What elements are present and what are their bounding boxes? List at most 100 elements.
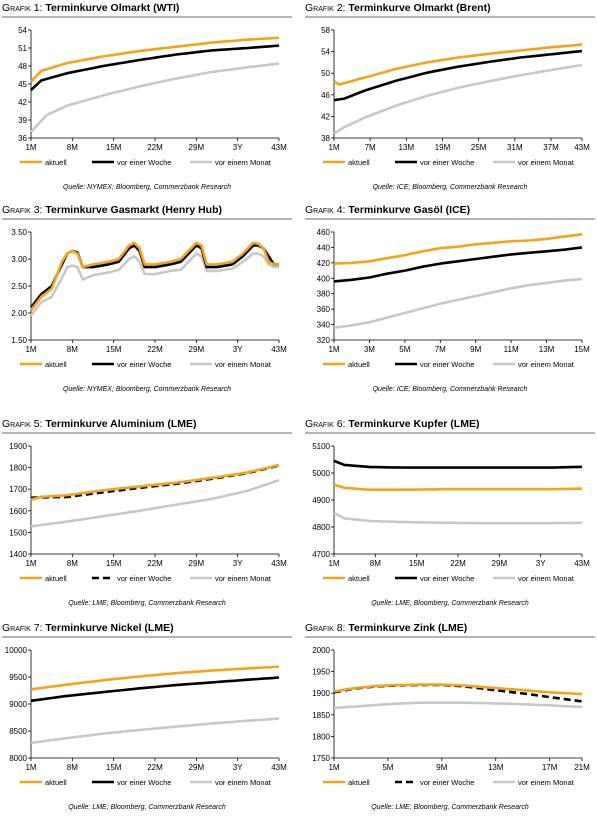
x-tick-label: 5M: [382, 763, 393, 772]
legend-label-aktuell: aktuell: [348, 574, 370, 583]
x-tick-label: 43M: [574, 559, 590, 568]
line-chart: 38 42 46 50 54 58 1M 7M 13M 19M 25M 31M 37M 43M aktuel…: [321, 26, 590, 167]
grafik-label: Grafik 7:: [2, 622, 43, 634]
y-tick-label: 45: [18, 80, 27, 89]
x-tick-label: 43M: [271, 345, 287, 354]
y-tick-label: 48: [18, 62, 27, 71]
series-line-aktuell: [30, 665, 280, 691]
x-tick-label: 22M: [147, 763, 163, 772]
legend-label-woche: vor einer Woche: [117, 360, 171, 369]
x-tick-label: 3Y: [233, 345, 243, 354]
y-tick-label: 36: [18, 134, 27, 143]
y-tick-label: 54: [321, 48, 330, 57]
line-chart: 1.50 2.00 2.50 3.00 3.50 1M 8M 15M 22M 29M 3Y 43M ak…: [11, 228, 287, 369]
legend-label-aktuell: aktuell: [348, 360, 370, 369]
legend-label-woche: vor einer Woche: [117, 574, 171, 583]
line-chart: 36 39 42 45 48 51 54 1M 8M 15M 22M 29M 3Y 43M aktuell v…: [18, 26, 287, 167]
legend-label-aktuell: aktuell: [348, 158, 370, 167]
legend-label-aktuell: aktuell: [348, 778, 370, 787]
x-tick-label: 1M: [328, 559, 339, 568]
y-tick-label: 50: [321, 69, 330, 78]
y-tick-label: 440: [317, 243, 331, 252]
chart-title: Grafik 1: Terminkurve Olmarkt (WTI): [2, 2, 292, 18]
title-rule: [2, 636, 292, 638]
y-tick-label: 51: [18, 44, 27, 53]
y-tick-label: 5000: [312, 469, 330, 478]
x-tick-label: 17M: [542, 763, 558, 772]
legend-label-aktuell: aktuell: [45, 778, 67, 787]
grafik-label: Grafik 1:: [2, 2, 43, 14]
y-tick-label: 54: [18, 26, 27, 35]
y-tick-label: 360: [317, 305, 331, 314]
y-tick-label: 1800: [9, 464, 27, 473]
y-tick-label: 1400: [9, 550, 27, 559]
legend-label-monat: vor einem Monat: [215, 778, 272, 787]
x-tick-label: 15M: [106, 143, 122, 152]
x-tick-label: 1M: [25, 559, 36, 568]
y-tick-label: 1800: [312, 732, 330, 741]
chart-panel-1: Grafik 1: Terminkurve Olmarkt (WTI) 36 39…: [2, 2, 292, 202]
grafik-label: Grafik 3:: [2, 204, 43, 216]
chart-source: Quelle: LME; Bloomberg, Commerzbank Rese…: [371, 804, 529, 811]
x-tick-label: 3Y: [233, 143, 243, 152]
series-line-monat: [333, 511, 583, 525]
line-chart: 8000 8500 9000 9500 10000 1M 8M 15M 22M 29M 3Y 43M a…: [5, 646, 287, 787]
chart-panel-4: Grafik 4: Terminkurve Gasöl (ICE) 320 340…: [305, 204, 595, 404]
grafik-label: Grafik 8:: [305, 622, 346, 634]
chart-panel-2: Grafik 2: Terminkurve Olmarkt (Brent) 38…: [305, 2, 595, 202]
x-tick-label: 3Y: [233, 559, 243, 568]
chart-source: Quelle: ICE; Bloomberg, Commerzbank Rese…: [372, 386, 528, 393]
x-tick-label: 8M: [67, 763, 78, 772]
series-line-monat: [30, 62, 280, 133]
y-tick-label: 320: [317, 336, 331, 345]
legend-label-monat: vor einem Monat: [518, 574, 575, 583]
chart-title: Grafik 2: Terminkurve Olmarkt (Brent): [305, 2, 595, 18]
y-tick-label: 1700: [9, 485, 27, 494]
legend-label-monat: vor einem Monat: [215, 158, 272, 167]
y-tick-label: 3.00: [11, 255, 27, 264]
legend-label-woche: vor einer Woche: [420, 574, 474, 583]
chart-source: Quelle: ICE; Bloomberg, Commerzbank Rese…: [372, 184, 528, 191]
y-tick-label: 1.50: [11, 336, 27, 345]
series-line-monat: [29, 252, 279, 317]
x-tick-label: 29M: [492, 559, 508, 568]
legend-label-monat: vor einem Monat: [215, 360, 272, 369]
x-tick-label: 1M: [328, 345, 339, 354]
chart-title-text: Terminkurve Zink (LME): [348, 622, 468, 634]
series-line-monat: [30, 717, 280, 745]
y-tick-label: 8000: [9, 754, 27, 763]
chart-title-text: Terminkurve Olmarkt (WTI): [45, 2, 180, 14]
legend-label-monat: vor einem Monat: [518, 158, 575, 167]
y-tick-label: 1900: [9, 442, 27, 451]
y-tick-label: 380: [317, 290, 331, 299]
y-tick-label: 1850: [312, 711, 330, 720]
x-tick-label: 22M: [147, 345, 163, 354]
y-tick-label: 42: [321, 112, 330, 121]
chart-title: Grafik 3: Terminkurve Gasmarkt (Henry Hu…: [2, 204, 292, 220]
x-tick-label: 15M: [409, 559, 425, 568]
chart-panel-7: Grafik 7: Terminkurve Nickel (LME) 8000 8…: [2, 622, 292, 822]
x-tick-label: 22M: [450, 559, 466, 568]
series-line-aktuell: [333, 233, 583, 265]
grafik-label: Grafik 2:: [305, 2, 346, 14]
chart-panel-5: Grafik 5: Terminkurve Aluminium (LME) 14…: [2, 418, 292, 618]
chart-title-text: Terminkurve Gasöl (ICE): [348, 204, 471, 216]
x-tick-label: 29M: [189, 763, 205, 772]
grafik-label: Grafik 5:: [2, 418, 43, 430]
chart-source: Quelle: LME; Bloomberg, Commerzbank Rese…: [371, 600, 529, 607]
chart-title: Grafik 5: Terminkurve Aluminium (LME): [2, 418, 292, 434]
series-line-woche: [333, 246, 583, 283]
title-rule: [305, 218, 595, 220]
y-tick-label: 2000: [312, 646, 330, 655]
title-rule: [305, 16, 595, 18]
x-tick-label: 7M: [435, 345, 446, 354]
legend-label-monat: vor einem Monat: [518, 360, 575, 369]
y-tick-label: 400: [317, 274, 331, 283]
x-tick-label: 22M: [147, 143, 163, 152]
x-tick-label: 1M: [25, 143, 36, 152]
x-tick-label: 13M: [399, 143, 415, 152]
y-tick-label: 340: [317, 321, 331, 330]
y-tick-label: 46: [321, 91, 330, 100]
legend-label-woche: vor einer Woche: [117, 778, 171, 787]
title-rule: [2, 16, 292, 18]
